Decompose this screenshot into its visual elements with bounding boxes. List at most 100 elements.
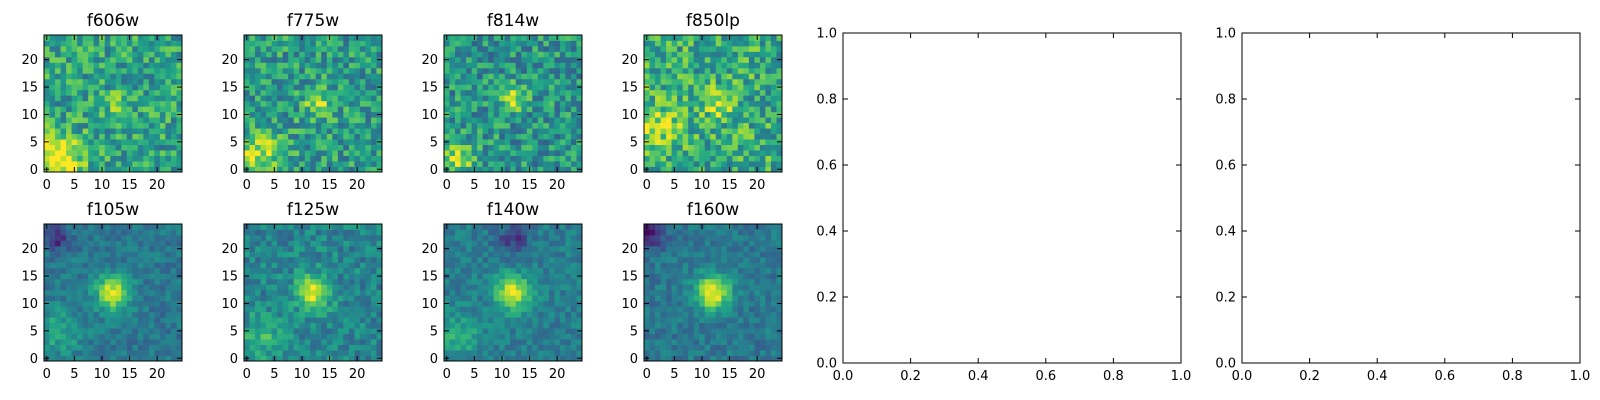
heatmap-cell xyxy=(666,355,672,362)
heatmap-cell xyxy=(66,311,72,318)
heatmap-cell xyxy=(132,240,139,247)
heatmap-cell xyxy=(60,51,67,58)
heatmap-cell xyxy=(759,62,766,69)
heatmap-cell xyxy=(537,111,544,118)
heatmap-cell xyxy=(704,106,711,113)
heatmap-cell xyxy=(721,161,728,167)
heatmap-cell xyxy=(765,100,772,107)
heatmap-cell xyxy=(337,122,344,129)
heatmap-cell xyxy=(271,111,278,118)
heatmap-cell xyxy=(521,344,528,351)
heatmap-cell xyxy=(737,289,744,296)
heatmap-cell xyxy=(343,245,350,252)
heatmap-cell xyxy=(343,73,350,80)
heatmap-cell xyxy=(515,150,522,156)
heatmap-cell xyxy=(299,117,306,124)
heatmap-cell xyxy=(266,89,272,96)
heatmap-cell xyxy=(726,100,733,107)
heatmap-cell xyxy=(455,256,461,263)
heatmap-cell xyxy=(88,78,95,85)
heatmap-cell xyxy=(93,45,100,52)
heatmap-cell xyxy=(660,128,667,135)
heatmap-cell xyxy=(271,339,278,345)
heatmap-cell xyxy=(460,155,467,162)
heatmap-cell xyxy=(493,322,500,329)
heatmap-cell xyxy=(510,262,517,269)
heatmap-cell xyxy=(132,267,139,274)
heatmap-cell xyxy=(310,139,317,145)
heatmap-cell xyxy=(644,161,650,167)
heatmap-cell xyxy=(493,333,500,340)
heatmap-cell xyxy=(743,35,750,41)
heatmap-cell xyxy=(66,339,72,345)
heatmap-cell xyxy=(548,262,555,269)
heatmap-cell xyxy=(693,67,700,74)
heatmap-cell xyxy=(343,35,350,41)
heatmap-cell xyxy=(110,100,117,107)
heatmap-cell xyxy=(170,100,177,107)
heatmap-cell xyxy=(370,89,377,96)
heatmap-cell xyxy=(354,317,361,324)
heatmap-cell xyxy=(482,311,489,318)
heatmap-cell xyxy=(288,328,295,334)
heatmap-cell xyxy=(565,150,572,156)
heatmap-cell xyxy=(88,289,95,296)
heatmap-cell xyxy=(66,106,72,113)
heatmap-cell xyxy=(515,311,522,318)
heatmap-cell xyxy=(244,295,250,302)
heatmap-cell xyxy=(310,322,317,329)
heatmap-cell xyxy=(126,133,133,140)
heatmap-cell xyxy=(460,51,467,58)
heatmap-cell xyxy=(137,350,144,356)
heatmap-cell xyxy=(348,139,355,145)
heatmap-cell xyxy=(326,240,333,247)
heatmap-cell xyxy=(354,240,361,247)
heatmap-cell xyxy=(137,311,144,318)
heatmap-cell xyxy=(666,350,672,356)
heatmap-cell xyxy=(460,355,467,362)
heatmap-cell xyxy=(537,317,544,324)
heatmap-cell xyxy=(521,117,528,124)
heatmap-cell xyxy=(449,106,456,113)
heatmap-cell xyxy=(526,51,533,58)
heatmap-cell xyxy=(754,84,761,91)
heatmap-cell xyxy=(721,289,728,296)
heatmap-cell xyxy=(537,273,544,280)
heatmap-cell xyxy=(99,339,106,345)
heatmap-cell xyxy=(99,267,106,274)
heatmap-cell xyxy=(137,62,144,69)
heatmap-cell xyxy=(277,328,284,334)
heatmap-cell xyxy=(154,133,161,140)
heatmap-cell xyxy=(99,328,106,334)
heatmap-cell xyxy=(726,78,733,85)
heatmap-cell xyxy=(559,344,566,351)
y-tick-label: 20 xyxy=(221,242,238,257)
heatmap-cell xyxy=(504,322,511,329)
heatmap-cell xyxy=(44,234,50,241)
heatmap-cell xyxy=(348,56,355,63)
heatmap-cell xyxy=(715,84,722,91)
heatmap-cell xyxy=(321,289,328,296)
heatmap-cell xyxy=(493,311,500,318)
heatmap-cell xyxy=(310,56,317,63)
heatmap-cell xyxy=(510,344,517,351)
heatmap-cell xyxy=(343,256,350,263)
heatmap-cell xyxy=(370,111,377,118)
heatmap-cell xyxy=(354,95,361,102)
heatmap-cell xyxy=(60,84,67,91)
heatmap-cell xyxy=(93,267,100,274)
heatmap-cell xyxy=(55,344,61,351)
heatmap-cell xyxy=(488,273,495,280)
heatmap-cell xyxy=(66,155,72,162)
heatmap-cell xyxy=(293,317,300,324)
heatmap-cell xyxy=(693,139,700,145)
heatmap-cell xyxy=(770,344,777,351)
heatmap-cell xyxy=(332,344,339,351)
heatmap-cell xyxy=(688,133,695,140)
heatmap-cell xyxy=(493,51,500,58)
heatmap-cell xyxy=(726,51,733,58)
heatmap-cell xyxy=(77,234,84,241)
heatmap-cell xyxy=(277,355,284,362)
heatmap-cell xyxy=(699,350,706,356)
heatmap-cell xyxy=(548,161,555,167)
